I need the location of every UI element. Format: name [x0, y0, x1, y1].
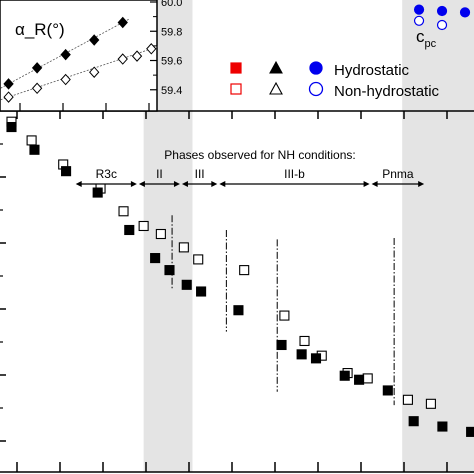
non-hydrostatic-point-5	[138, 220, 149, 232]
phase-arrow-right-3	[363, 181, 370, 187]
inset-fit-lines	[0, 18, 158, 101]
hydrostatic-point-3	[92, 187, 103, 198]
inset-open-diamond-3	[89, 66, 100, 78]
inset-y-tick-label-3: 59.4	[161, 85, 182, 97]
non-hydrostatic-point-1	[26, 135, 37, 146]
inset-open-diamond-4	[117, 53, 128, 65]
non-hydrostatic-point-8	[193, 254, 204, 265]
c-pc-label-main: c	[416, 27, 425, 46]
phase-arrow-right-2	[211, 181, 218, 187]
non-hydrostatic-point-10	[279, 310, 290, 321]
non-hydrostatic-point-7	[178, 242, 189, 253]
phase-label-1: II	[156, 167, 163, 181]
hydrostatic-point-8	[196, 286, 207, 297]
inset-filled-diamond-4	[117, 16, 128, 29]
inset-filled-diamond-2	[60, 48, 71, 61]
c-pc-label-sub: pc	[425, 38, 437, 50]
phase-arrow-left-1	[138, 181, 145, 187]
phase-annotation-title: Phases observed for NH conditions:	[164, 148, 355, 162]
inset-filled-diamond-1	[31, 62, 43, 74]
inset-ticks: 60.0 59.8 59.6 59.4	[19, 0, 182, 111]
hydrostatic-point-4	[124, 224, 135, 236]
phase-label-4: Pnma	[382, 167, 414, 181]
hydrostatic-point-0	[6, 121, 17, 133]
shaded-region-1	[402, 0, 474, 472]
legend-triangle-0	[269, 60, 283, 74]
inset-filled-diamond-3	[89, 34, 100, 46]
inset-points	[3, 16, 157, 103]
phase-arrow-left-4	[371, 181, 378, 187]
phase-boundaries	[171, 215, 395, 406]
legend-circle-0	[309, 61, 323, 75]
hydrostatic-point-9	[233, 305, 244, 316]
inset-open-diamond-5	[131, 50, 143, 62]
inset-title: α_R(°)	[15, 20, 65, 39]
main-ticks	[0, 111, 448, 472]
non-hydrostatic-point-4	[118, 206, 129, 217]
phase-arrow-left-2	[181, 181, 188, 187]
c-pc-filled-circle-0	[413, 4, 425, 15]
phase-arrow-right-1	[173, 181, 180, 187]
c-pc-filled-circle-1	[436, 5, 448, 17]
non-hydrostatic-point-15	[402, 394, 413, 405]
hydrostatic-point-6	[164, 265, 175, 276]
inset-y-tick-label-2: 59.6	[161, 56, 182, 68]
phase-arrow-left-0	[75, 181, 82, 187]
c-pc-filled-circle-2	[459, 7, 471, 18]
non-hydrostatic-point-11	[299, 335, 310, 347]
hydrostatic-point-2	[61, 166, 72, 177]
c-pc-label: cpc	[416, 27, 437, 50]
hydrostatic-point-12	[310, 353, 322, 364]
inset-y-tick-label-0: 60.0	[161, 0, 182, 9]
hydrostatic-point-7	[181, 279, 192, 290]
hydrostatic-point-15	[382, 385, 393, 396]
legend-label-non-hydrostatic: Non-hydrostatic	[334, 83, 440, 100]
non-hydrostatic-point-14	[362, 373, 373, 384]
phase-label-3: III-b	[284, 167, 305, 181]
inset-y-tick-label-1: 59.8	[161, 26, 182, 38]
hydrostatic-point-10	[276, 339, 287, 351]
phase-arrow-right-0	[130, 181, 137, 187]
inset-filled-diamond-0	[3, 78, 14, 90]
legend-square-0	[230, 62, 242, 74]
inset-fit-line-1	[0, 46, 158, 101]
c-pc-open-circle-0	[413, 15, 425, 26]
hydrostatic-point-18	[466, 426, 474, 437]
legend: Hydrostatic Non-hydrostatic	[334, 62, 440, 100]
legend-triangle-1	[269, 81, 283, 95]
hydrostatic-point-16	[408, 416, 419, 427]
c-pc-panel: cpc	[416, 27, 437, 50]
legend-label-hydrostatic: Hydrostatic	[334, 62, 410, 79]
inset-open-diamond-2	[60, 73, 71, 86]
hydrostatic-point-5	[150, 253, 161, 264]
legend-circle-1	[308, 81, 324, 97]
non-hydrostatic-point-9	[239, 265, 250, 276]
phase-arrow-right-4	[418, 181, 425, 187]
inset-open-diamond-1	[31, 82, 43, 95]
non-hydrostatic-point-16	[425, 398, 436, 409]
inset-open-diamond-0	[3, 91, 14, 103]
hydrostatic-point-17	[437, 421, 448, 432]
c-pc-open-circle-1	[436, 19, 448, 31]
hydrostatic-point-13	[339, 370, 350, 381]
hydrostatic-series	[6, 121, 474, 437]
hydrostatic-point-14	[354, 374, 365, 385]
hydrostatic-point-11	[296, 349, 307, 360]
phase-annotation: Phases observed for NH conditions: R3c II…	[75, 148, 425, 187]
phase-label-2: III	[195, 167, 205, 181]
hydrostatic-point-1	[29, 144, 40, 155]
non-hydrostatic-point-6	[155, 228, 166, 240]
inset-open-diamond-6	[146, 43, 157, 55]
c-pc-points	[413, 4, 471, 31]
phase-arrow-left-3	[219, 181, 226, 187]
legend-square-1	[230, 83, 242, 95]
phase-label-0: R3c	[96, 167, 117, 181]
legend-markers	[230, 60, 324, 97]
